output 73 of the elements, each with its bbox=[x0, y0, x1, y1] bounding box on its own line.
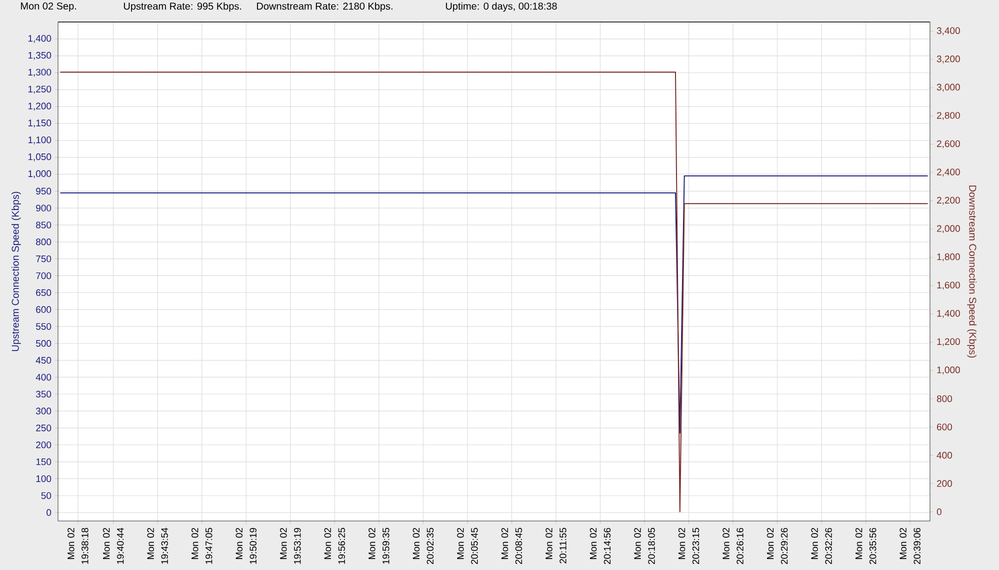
y-tick-label: 950 bbox=[36, 188, 52, 195]
y2-tick-label: 0 bbox=[936, 508, 942, 516]
x-tick-label: Mon 02 20:35:56 bbox=[855, 528, 876, 564]
x-tick-label: Mon 02 20:32:26 bbox=[811, 528, 832, 564]
y2-tick-label: 2,400 bbox=[937, 168, 960, 176]
x-tick-label: Mon 02 19:43:54 bbox=[147, 528, 168, 564]
chart-title: Mon 02 Sep. bbox=[21, 2, 76, 12]
y-tick-label: 500 bbox=[36, 340, 52, 347]
y2-tick-label: 2,000 bbox=[937, 225, 960, 234]
x-tick-label: Mon 02 20:08:45 bbox=[501, 528, 522, 564]
y-tick-label: 550 bbox=[36, 323, 52, 330]
y-tick-label: 800 bbox=[36, 238, 52, 246]
y-tick-label: 250 bbox=[36, 424, 52, 432]
x-tick-label: Mon 02 19:59:35 bbox=[368, 528, 390, 564]
y-tick-label: 1,300 bbox=[28, 68, 52, 77]
y2-tick-label: 3,400 bbox=[936, 27, 960, 36]
x-tick-label: Mon 02 19:38:18 bbox=[68, 528, 88, 564]
x-tick-label: Mon 02 20:02:35 bbox=[412, 528, 434, 564]
x-tick-label: Mon 02 19:47:05 bbox=[192, 528, 212, 564]
text: Upstream Rate: 995 Kbps. bbox=[124, 2, 242, 12]
y-tick-label: 200 bbox=[36, 442, 52, 448]
y-axis-title: Upstream Connection Speed (Kbps) bbox=[12, 192, 21, 352]
x-tick-label: Mon 02 20:18:05 bbox=[634, 528, 655, 564]
y-tick-label: 450 bbox=[36, 356, 52, 364]
y-tick-label: 1,400 bbox=[28, 34, 52, 43]
x-tick-label: Mon 02 20:11:55 bbox=[546, 528, 566, 564]
y-tick-label: 1,200 bbox=[28, 102, 52, 110]
x-tick-label: Mon 02 19:53:19 bbox=[280, 528, 301, 564]
y2-tick-label: 3,000 bbox=[936, 84, 960, 92]
y2-tick-label: 2,800 bbox=[937, 112, 960, 120]
x-tick-label: Mon 02 20:14:56 bbox=[590, 528, 611, 564]
y2-tick-label: 800 bbox=[936, 395, 952, 402]
y2-tick-label: 600 bbox=[937, 424, 952, 430]
y2-tick-label: 1,800 bbox=[937, 253, 960, 262]
y-tick-label: 1,350 bbox=[28, 52, 52, 60]
y2-axis-title: Downstream Connection Speed (Kbps) bbox=[967, 186, 976, 358]
x-tick-label: Mon 02 20:39:06 bbox=[900, 528, 920, 564]
x-tick-label: Mon 02 20:23:15 bbox=[678, 528, 700, 564]
x-tick-label: Mon 02 20:26:16 bbox=[722, 528, 744, 564]
y-tick-label: 150 bbox=[36, 458, 52, 466]
y-tick-label: 1,150 bbox=[28, 120, 52, 128]
y2-tick-label: 400 bbox=[936, 452, 952, 459]
y2-tick-label: 200 bbox=[937, 480, 952, 487]
x-tick-label: Mon 02 20:29:26 bbox=[766, 528, 788, 564]
y2-tick-label: 1,400 bbox=[937, 310, 960, 318]
y-tick-label: 300 bbox=[36, 408, 52, 414]
y-tick-label: 1,000 bbox=[28, 170, 52, 178]
y-tick-label: 650 bbox=[36, 289, 52, 296]
y-tick-label: 700 bbox=[36, 272, 52, 280]
y-tick-label: 900 bbox=[36, 204, 52, 212]
y2-tick-label: 1,000 bbox=[937, 366, 960, 374]
y2-tick-label: 1,600 bbox=[937, 282, 960, 290]
y-tick-label: 400 bbox=[36, 374, 52, 381]
y-tick-label: 100 bbox=[36, 475, 52, 482]
x-tick-label: Mon 02 20:05:45 bbox=[457, 528, 478, 564]
y-tick-label: 600 bbox=[36, 306, 52, 313]
text: Downstream Rate: 2180 Kbps. bbox=[257, 2, 392, 12]
text: Uptime: 0 days, 00:18:38 bbox=[446, 2, 557, 12]
y-tick-label: 850 bbox=[36, 222, 52, 228]
y-tick-label: 0 bbox=[46, 509, 52, 516]
y2-tick-label: 2,600 bbox=[937, 140, 960, 148]
x-tick-label: Mon 02 19:56:25 bbox=[324, 528, 346, 564]
y2-tick-label: 2,200 bbox=[937, 196, 960, 205]
y-tick-label: 1,250 bbox=[28, 86, 52, 94]
y2-tick-label: 3,200 bbox=[936, 56, 960, 64]
y-tick-label: 50 bbox=[41, 492, 52, 499]
y-tick-label: 1,050 bbox=[28, 153, 52, 162]
y-tick-label: 1,100 bbox=[28, 136, 52, 144]
y-tick-label: 750 bbox=[36, 255, 52, 262]
y2-tick-label: 1,200 bbox=[937, 338, 960, 346]
x-tick-label: Mon 02 19:50:19 bbox=[236, 528, 256, 564]
y-tick-label: 350 bbox=[36, 390, 52, 398]
x-tick-label: Mon 02 19:40:44 bbox=[102, 528, 124, 564]
